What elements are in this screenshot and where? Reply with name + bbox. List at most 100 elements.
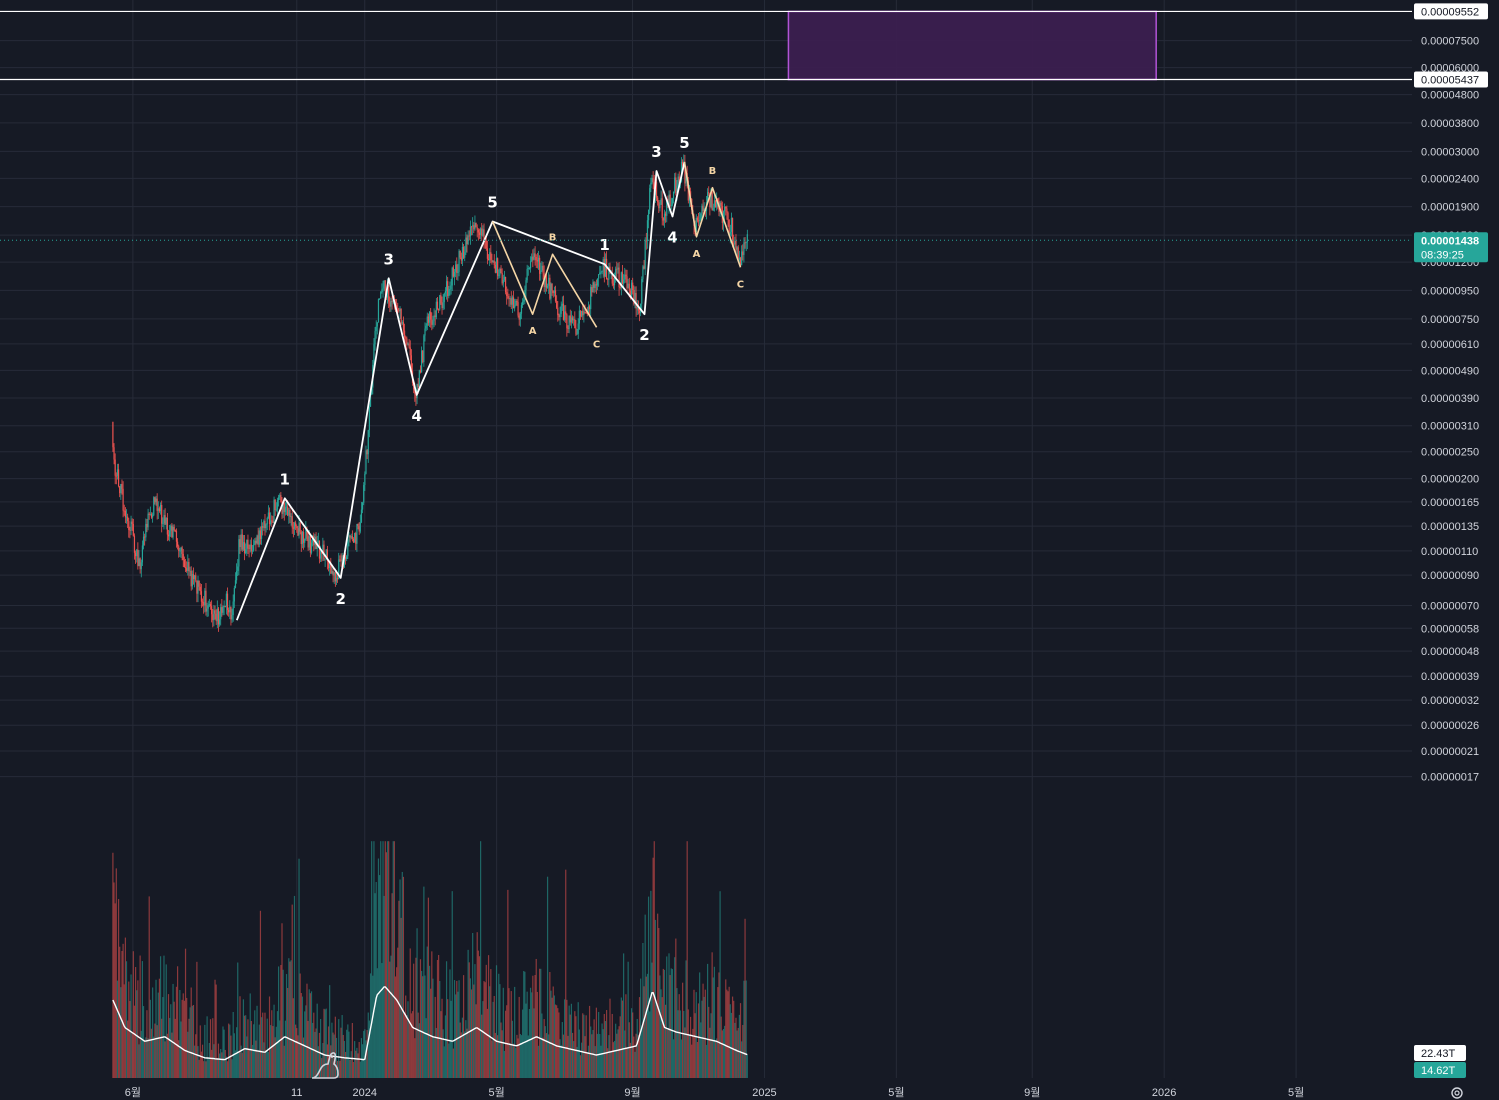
candle-284 [434,310,436,326]
volume-bar-151 [283,1045,285,1078]
time-tick-8: 2026 [1152,1087,1176,1099]
tradingview-logo-icon[interactable] [311,1052,339,1079]
volume-bar-46 [164,1041,166,1078]
candle-92 [216,600,218,629]
volume-bar-107 [233,1033,235,1078]
volume-bar-405 [571,1032,574,1078]
candle-119 [247,534,249,555]
candle-210 [350,533,352,540]
candle-298 [450,278,452,295]
volume-bar-535 [719,891,721,1078]
volume-bar-132 [262,1012,264,1078]
volume-bar-462 [636,1018,638,1078]
candle-346 [504,276,507,295]
volume-bar-402 [568,1005,570,1078]
candle-454 [627,278,629,289]
volume-bar-16 [130,974,132,1078]
settings-gear-icon[interactable] [1451,1087,1463,1099]
candle-384 [548,272,550,294]
volume-bar-514 [695,992,697,1078]
volume-bar-536 [720,1016,722,1078]
volume-bar-348 [507,889,509,1078]
volume-bar-134 [264,1012,266,1078]
candle-375 [537,250,540,270]
candle-101 [226,587,229,616]
volume-bar-101 [226,1061,229,1078]
candle-529 [712,203,714,212]
volume-bar-211 [351,1023,353,1078]
candle-549 [735,234,737,255]
volume-bar-192 [330,1045,332,1078]
candle-407 [574,311,576,329]
level-badge-1[interactable]: 0.00005437 [1414,71,1488,88]
candle-1 [113,443,115,465]
volume-bar-282 [432,978,434,1078]
volume-bar-491 [669,975,671,1078]
volume-bar-334 [491,1040,493,1078]
candle-0 [112,421,114,452]
volume-bar-243 [388,841,390,1078]
candle-383 [546,283,549,289]
volume-bar-166 [300,993,302,1078]
horizontal-levels[interactable] [0,10,1412,81]
candle-66 [187,554,189,576]
volume-bar-255 [401,871,403,1078]
current-price-badge[interactable]: 0.00001438 08:39:25 [1414,232,1488,263]
candle-175 [310,539,313,555]
volume-bar-126 [255,1040,257,1078]
volume-bar-274 [423,886,425,1078]
candle-122 [250,537,252,557]
volume-bar-41 [158,978,161,1078]
candle-345 [503,270,506,282]
candle-131 [260,519,263,545]
volume-bar-154 [287,987,289,1078]
candle-392 [557,300,559,322]
volume-bar-458 [632,1012,634,1078]
candle-37 [154,496,156,505]
candle-182 [318,540,321,564]
volume-bar-395 [560,1045,562,1078]
candle-132 [262,522,264,536]
candle-67 [188,558,190,579]
volume-bar-8 [121,950,123,1078]
volume-bar-112 [239,996,241,1078]
candle-54 [173,524,175,532]
volume-bar-5 [117,899,120,1078]
candle-464 [638,308,641,322]
volume-bar-377 [540,968,542,1078]
candle-233 [376,322,378,335]
candle-56 [175,528,178,548]
candle-552 [738,250,740,263]
level-badge-0[interactable]: 0.00009552 [1414,3,1488,20]
volume-bar-363 [524,971,526,1078]
volume-bar-64 [184,948,187,1078]
volume-bar-309 [462,975,465,1078]
price-axis[interactable]: 0.000075000.000060000.000048000.00003800… [1421,36,1479,784]
candle-556 [743,237,745,263]
candle-393 [558,313,560,321]
volume-bar-144 [275,1026,277,1078]
volume-bar-499 [678,994,680,1078]
volume-bar-483 [660,989,662,1078]
volume-bar-384 [548,1034,550,1078]
volume-bar-531 [714,1041,717,1078]
volume-bar-168 [302,1037,305,1078]
candle-116 [243,535,246,561]
time-axis[interactable]: 6월 11 2024 5월 9월 2025 5월 9월 2026 5월 [125,1086,1304,1099]
candle-246 [391,295,393,310]
volume-bar-340 [498,973,500,1078]
price-tick-25: 0.00000048 [1421,646,1479,658]
volume-bar-102 [228,1023,230,1078]
volume-bar-272 [420,970,423,1078]
candle-50 [169,524,171,542]
candle-350 [509,296,511,307]
candle-221 [363,482,365,506]
volume-bar-345 [503,1050,506,1078]
candle-356 [516,299,518,306]
price-tick-14: 0.00000490 [1421,365,1479,377]
volume-bar-527 [710,1013,712,1078]
target-zone-rect[interactable] [787,10,1157,81]
volume-bar-242 [386,841,389,1078]
volume-bar-188 [325,1008,327,1078]
